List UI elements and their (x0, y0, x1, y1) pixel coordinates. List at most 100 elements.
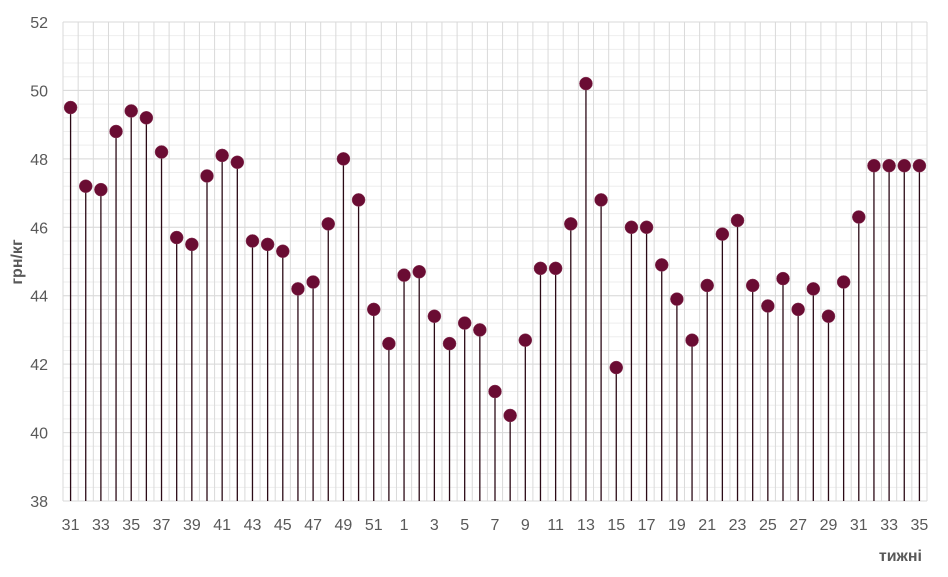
data-point-marker (336, 152, 351, 166)
data-point-marker (730, 213, 745, 228)
x-tick-label: 49 (335, 517, 353, 534)
x-axis-title: тижні (879, 548, 922, 565)
data-point-marker (169, 230, 184, 245)
data-point-marker (548, 261, 563, 276)
x-tick-label: 35 (122, 517, 140, 534)
data-point-marker (260, 237, 275, 252)
data-point-marker (488, 384, 502, 399)
x-tick-label: 31 (850, 517, 868, 534)
x-tick-label: 27 (789, 517, 807, 534)
x-tick-label: 13 (577, 517, 595, 534)
data-point-marker (154, 145, 169, 159)
x-tick-label: 15 (607, 517, 625, 534)
data-point-marker (245, 234, 260, 248)
data-point-marker (715, 227, 730, 241)
data-point-marker (533, 261, 548, 276)
y-tick-label: 50 (30, 83, 48, 100)
data-point-marker (457, 316, 472, 330)
data-point-marker (518, 333, 533, 347)
data-point-marker (139, 111, 154, 125)
y-tick-label: 48 (30, 152, 48, 169)
x-tick-label: 5 (460, 517, 469, 534)
data-point-marker (897, 158, 912, 173)
x-tick-label: 51 (365, 517, 383, 534)
data-point-marker (442, 336, 457, 351)
y-axis-tick-labels: 38 40 42 44 46 48 50 52 (30, 15, 48, 511)
x-tick-label: 19 (668, 517, 686, 534)
data-point-marker (579, 76, 593, 91)
data-point-marker (397, 268, 411, 282)
data-point-marker (791, 302, 805, 317)
data-point-marker (685, 333, 699, 347)
x-tick-label: 9 (521, 517, 530, 534)
data-point-marker (867, 158, 881, 173)
data-point-marker (821, 309, 836, 323)
x-tick-label: 11 (547, 517, 564, 534)
data-point-marker (366, 302, 381, 317)
data-point-marker (351, 193, 366, 207)
data-point-marker (78, 179, 93, 193)
data-point-marker (185, 237, 199, 252)
data-point-marker (912, 158, 927, 173)
data-point-marker (109, 124, 123, 139)
data-point-marker (230, 155, 245, 170)
data-point-marker (215, 148, 229, 163)
data-point-marker (124, 104, 138, 118)
data-point-marker (700, 278, 714, 293)
x-tick-label: 45 (274, 517, 292, 534)
data-point-marker (670, 292, 684, 306)
data-point-marker (852, 210, 866, 224)
data-point-marker (745, 278, 760, 293)
x-tick-label: 21 (698, 517, 716, 534)
data-point-marker (776, 271, 790, 286)
x-tick-label: 41 (213, 517, 231, 534)
data-point-marker (594, 193, 608, 207)
x-axis-tick-labels: 31 33 35 37 39 41 43 45 47 49 51 1 3 5 7 9 11 13 15 17 19 21 2… (62, 517, 929, 534)
x-tick-label: 33 (880, 517, 898, 534)
y-tick-label: 40 (30, 426, 48, 443)
data-point-marker (806, 282, 821, 296)
data-point-marker (836, 275, 851, 289)
x-tick-label: 17 (638, 517, 656, 534)
data-point-marker (291, 282, 305, 296)
y-tick-label: 44 (30, 289, 48, 306)
x-tick-label: 31 (62, 517, 80, 534)
data-point-marker (503, 408, 517, 423)
data-point-marker (609, 360, 624, 375)
x-tick-label: 33 (92, 517, 110, 534)
data-point-marker (412, 265, 426, 279)
data-point-marker (276, 244, 290, 258)
x-tick-label: 47 (304, 517, 322, 534)
data-point-marker (639, 220, 654, 235)
data-point-marker (63, 100, 78, 115)
data-marks (63, 76, 927, 501)
data-point-marker (94, 182, 108, 197)
data-point-marker (321, 217, 336, 231)
y-tick-label: 52 (30, 15, 48, 32)
x-tick-label: 7 (491, 517, 500, 534)
data-point-marker (761, 299, 775, 313)
x-tick-label: 23 (729, 517, 747, 534)
data-point-marker (882, 158, 896, 173)
x-tick-label: 35 (911, 517, 929, 534)
data-point-marker (564, 217, 578, 231)
data-point-marker (427, 309, 442, 323)
data-point-marker (473, 323, 487, 337)
x-tick-label: 29 (820, 517, 838, 534)
y-axis-title: грн/кг (9, 239, 26, 285)
x-tick-label: 37 (153, 517, 171, 534)
y-tick-label: 42 (30, 357, 48, 374)
data-point-marker (654, 258, 669, 272)
y-tick-label: 38 (30, 494, 48, 511)
x-tick-label: 25 (759, 517, 777, 534)
x-tick-label: 43 (244, 517, 262, 534)
x-tick-label: 3 (430, 517, 439, 534)
x-tick-label: 39 (183, 517, 201, 534)
y-tick-label: 46 (30, 220, 48, 237)
data-point-marker (624, 220, 639, 235)
data-point-marker (306, 275, 320, 289)
x-tick-label: 1 (400, 517, 409, 534)
data-point-marker (382, 336, 396, 351)
data-point-marker (200, 169, 214, 183)
